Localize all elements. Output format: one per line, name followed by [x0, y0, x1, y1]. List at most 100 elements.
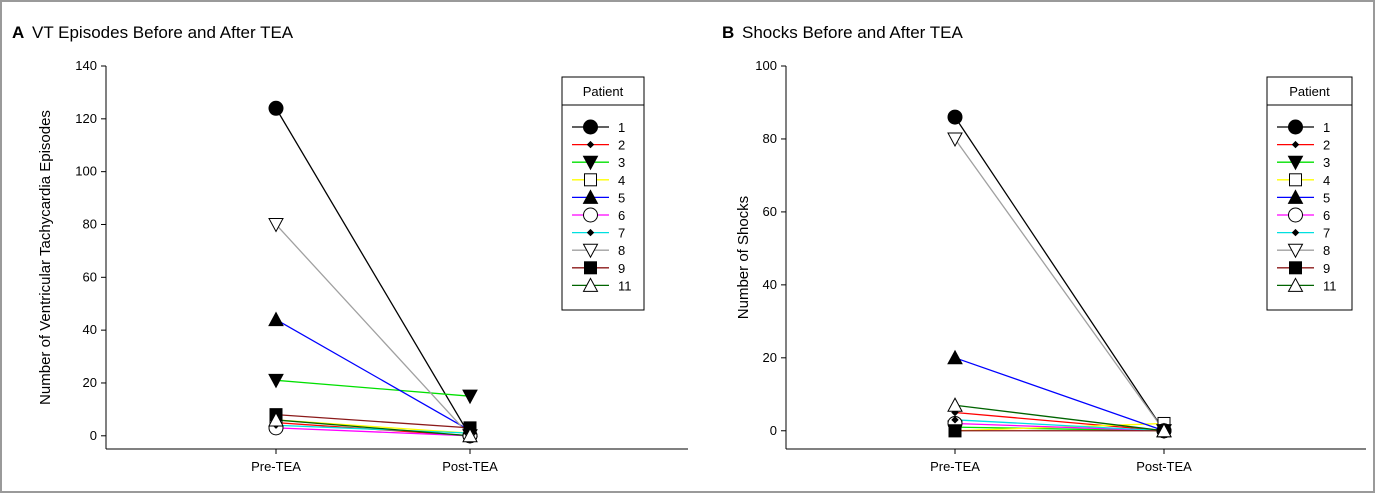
legend-label-patient-2: 2 — [618, 138, 625, 153]
y-tick-label: 120 — [75, 111, 97, 126]
diamond-marker — [1291, 228, 1300, 237]
legend-label-patient-6: 6 — [1323, 208, 1330, 223]
triangle-up-open-marker — [1287, 277, 1304, 292]
legend-title: Patient — [1289, 84, 1330, 99]
y-tick-label: 40 — [83, 322, 97, 337]
series-line-patient-6 — [275, 427, 471, 437]
series-line-patient-8 — [275, 224, 471, 437]
y-tick-label: 100 — [75, 164, 97, 179]
legend-label-patient-8: 8 — [618, 243, 625, 258]
y-tick-label: 60 — [763, 204, 777, 219]
series-line-patient-1 — [954, 116, 1165, 432]
legend-marker-patient-3 — [582, 155, 599, 171]
triangle-up-open-marker — [268, 411, 284, 427]
data-point-patient-8-pre-tea — [268, 217, 284, 233]
y-tick-label: 20 — [763, 350, 777, 365]
triangle-up-filled-marker — [947, 349, 963, 365]
legend-title: Patient — [583, 84, 624, 99]
legend-label-patient-8: 8 — [1323, 243, 1330, 258]
triangle-down-filled-marker — [268, 373, 284, 389]
chart-title: VT Episodes Before and After TEA — [32, 23, 294, 42]
legend-marker-patient-11 — [582, 277, 599, 292]
y-tick-label: 80 — [763, 131, 777, 146]
legend-label-patient-3: 3 — [1323, 155, 1330, 170]
legend-marker-patient-1 — [583, 119, 598, 135]
legend-marker-patient-1 — [1288, 119, 1303, 135]
y-axis-label: Number of Ventricular Tachycardia Episod… — [37, 110, 54, 405]
data-point-patient-1-pre-tea — [947, 109, 963, 125]
legend-label-patient-11: 11 — [618, 278, 632, 293]
triangle-up-open-marker — [582, 277, 599, 292]
data-point-patient-7-pre-tea — [951, 416, 959, 424]
triangle-up-filled-marker — [268, 311, 284, 327]
legend-label-patient-4: 4 — [618, 173, 625, 188]
legend-marker-patient-4 — [1289, 173, 1302, 187]
legend-marker-patient-4 — [584, 173, 597, 187]
diamond-marker — [951, 416, 959, 424]
circle-filled-marker — [583, 119, 598, 135]
series-line-patient-7 — [275, 424, 471, 434]
x-tick-label: Post-TEA — [442, 459, 498, 474]
legend: Patient 1 2 3 4 5 6 7 8 9 11 — [1266, 76, 1353, 311]
triangle-down-filled-marker — [1287, 155, 1304, 171]
series-line-patient-11 — [275, 419, 471, 437]
panel-letter: B — [722, 23, 734, 42]
data-point-patient-11-post-tea — [1156, 422, 1172, 438]
triangle-up-filled-marker — [1287, 189, 1304, 204]
circle-open-marker — [583, 207, 598, 223]
chart-panel-b: B Shocks Before and After TEA 0 20 40 60 80 100… — [722, 23, 1366, 474]
series-line-patient-3 — [275, 379, 471, 397]
data-point-patient-1-pre-tea — [268, 100, 284, 116]
series-line-patient-8 — [954, 138, 1165, 432]
triangle-up-open-marker — [947, 397, 963, 412]
square-open-marker — [1289, 173, 1302, 187]
series-line-patient-5 — [275, 319, 471, 432]
triangle-down-open-marker — [582, 243, 599, 259]
legend-marker-patient-9 — [584, 261, 597, 275]
triangle-up-open-marker — [1156, 422, 1172, 438]
legend-marker-patient-2 — [586, 140, 595, 149]
y-tick-label: 140 — [75, 58, 97, 73]
circle-filled-marker — [1288, 119, 1303, 135]
series-line-patient-2 — [954, 411, 1165, 432]
data-point-patient-11-post-tea — [462, 427, 478, 443]
y-tick-label: 0 — [770, 423, 777, 438]
legend-label-patient-2: 2 — [1323, 138, 1330, 153]
series-line-patient-7 — [954, 419, 1165, 432]
legend-label-patient-1: 1 — [618, 120, 625, 135]
panel-letter: A — [12, 23, 24, 42]
x-tick-label: Post-TEA — [1136, 459, 1192, 474]
legend-marker-patient-7 — [586, 228, 595, 237]
data-point-patient-3-post-tea — [462, 389, 478, 405]
circle-filled-marker — [947, 109, 963, 125]
legend-label-patient-5: 5 — [618, 190, 625, 205]
chart-title: Shocks Before and After TEA — [742, 23, 963, 42]
circle-open-marker — [1288, 207, 1303, 223]
triangle-down-open-marker — [1287, 243, 1304, 259]
legend-marker-patient-6 — [1288, 207, 1303, 223]
data-point-patient-11-pre-tea — [268, 411, 284, 427]
square-filled-marker — [584, 261, 597, 275]
legend-marker-patient-2 — [1291, 140, 1300, 149]
triangle-down-filled-marker — [582, 155, 599, 171]
square-open-marker — [584, 173, 597, 187]
series-line-patient-1 — [275, 107, 471, 437]
square-filled-marker — [1289, 261, 1302, 275]
triangle-down-filled-marker — [462, 389, 478, 405]
legend-marker-patient-5 — [1287, 189, 1304, 204]
diamond-marker — [586, 228, 595, 237]
legend-marker-patient-6 — [583, 207, 598, 223]
legend-marker-patient-8 — [582, 243, 599, 259]
y-tick-label: 80 — [83, 216, 97, 231]
x-tick-label: Pre-TEA — [251, 459, 301, 474]
triangle-down-open-marker — [947, 132, 963, 148]
chart-panel-a: A VT Episodes Before and After TEA 0 20 40 60… — [12, 23, 688, 474]
y-axis-label: Number of Shocks — [735, 196, 752, 319]
triangle-up-open-marker — [462, 427, 478, 443]
legend-marker-patient-11 — [1287, 277, 1304, 292]
y-tick-label: 100 — [755, 58, 777, 73]
legend-box — [1266, 76, 1353, 311]
triangle-up-filled-marker — [582, 189, 599, 204]
diamond-marker — [1291, 140, 1300, 149]
